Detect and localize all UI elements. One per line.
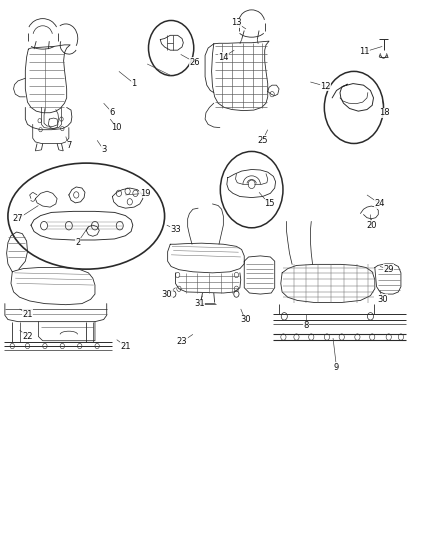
Text: 9: 9: [334, 363, 339, 372]
Text: 29: 29: [384, 265, 394, 273]
Text: 19: 19: [140, 189, 150, 198]
Text: 23: 23: [177, 337, 187, 346]
Text: 30: 30: [377, 295, 388, 304]
Text: 10: 10: [112, 123, 122, 132]
Text: 8: 8: [304, 321, 309, 330]
Text: 31: 31: [194, 299, 205, 308]
Text: 11: 11: [360, 47, 370, 56]
Text: 13: 13: [231, 18, 242, 27]
Text: 21: 21: [120, 342, 131, 351]
Text: 2: 2: [75, 238, 80, 247]
Text: 3: 3: [101, 146, 106, 155]
Text: 30: 30: [240, 315, 251, 324]
Text: 7: 7: [66, 141, 71, 150]
Text: 12: 12: [320, 82, 331, 91]
Text: 1: 1: [131, 79, 137, 88]
Text: 18: 18: [379, 108, 390, 117]
Text: 26: 26: [190, 58, 200, 67]
Text: 15: 15: [264, 199, 274, 208]
Text: 33: 33: [170, 225, 181, 234]
Text: 20: 20: [366, 221, 377, 230]
Text: 25: 25: [257, 136, 268, 145]
Text: 21: 21: [22, 310, 33, 319]
Text: 22: 22: [22, 332, 33, 341]
Text: 14: 14: [218, 53, 229, 62]
Text: 27: 27: [13, 214, 23, 223]
Text: 30: 30: [162, 289, 172, 298]
Text: 6: 6: [110, 108, 115, 117]
Text: 24: 24: [375, 199, 385, 208]
